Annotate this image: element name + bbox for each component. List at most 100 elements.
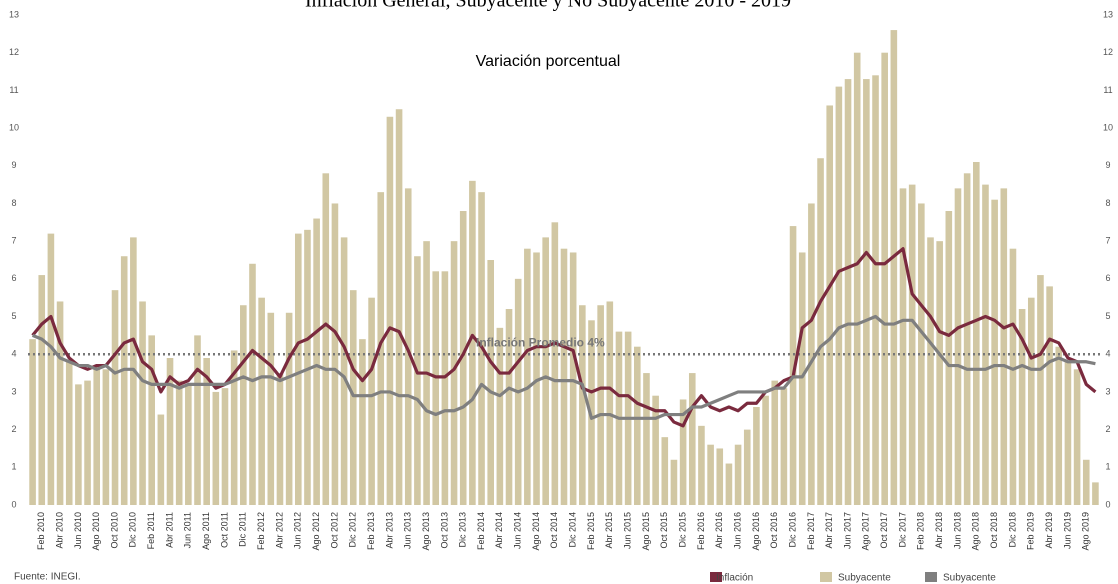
bar (1055, 346, 1063, 505)
bar (258, 297, 265, 505)
bar (725, 463, 733, 505)
x-tick-label: Feb 2016 (696, 512, 706, 550)
line (31, 314, 1096, 420)
y2-tick-label: 0 (1105, 499, 1110, 509)
x-tick-label: Feb 2014 (476, 512, 486, 550)
x-tick-label: Jun 2018 (952, 512, 962, 549)
bar (194, 335, 201, 505)
x-tick-label: Oct 2015 (659, 512, 669, 549)
bar (734, 444, 742, 505)
bar (918, 203, 925, 505)
bar (899, 188, 907, 505)
x-tick-label: Feb 2017 (806, 512, 816, 550)
bar (753, 407, 760, 505)
legend-label: Subyacente (838, 573, 891, 584)
bar (643, 373, 650, 505)
x-tick-label: Oct 2017 (879, 512, 889, 549)
bar (441, 271, 449, 505)
bar (670, 459, 678, 505)
x-tick-label: Jun 2019 (1062, 512, 1072, 549)
bar (524, 248, 531, 505)
legend-swatch (710, 572, 722, 582)
y-tick-label: 13 (9, 9, 19, 19)
bar (936, 241, 943, 505)
bar (890, 30, 898, 505)
bar (853, 52, 861, 505)
bar (826, 105, 834, 505)
x-tick-label: Ago 2018 (971, 512, 981, 551)
x-tick-label: Dic 2012 (348, 512, 358, 548)
x-tick-label: Ago 2015 (641, 512, 651, 551)
x-tick-label: Ago 2019 (1081, 512, 1091, 551)
bar (927, 237, 934, 505)
x-tick-label: Dic 2015 (677, 512, 687, 548)
bar (340, 237, 348, 505)
x-tick-label: Feb 2011 (146, 512, 156, 549)
x-tick-label: Oct 2018 (989, 512, 999, 549)
bar (743, 429, 751, 505)
y-tick-label: 4 (11, 349, 16, 359)
y2-tick-label: 1 (1105, 462, 1110, 472)
bar (798, 252, 806, 505)
bar (973, 162, 980, 505)
bar (863, 79, 870, 506)
bar (679, 399, 687, 505)
bar (963, 173, 971, 506)
x-tick-label: Ago 2016 (751, 512, 761, 551)
bar (881, 52, 888, 505)
x-tick-label: Feb 2018 (916, 512, 926, 550)
bar (835, 86, 843, 505)
y-tick-label: 6 (11, 273, 16, 283)
x-tick-label: Dic 2018 (1007, 512, 1017, 548)
y2-tick-label: 6 (1105, 273, 1110, 283)
bar (634, 346, 641, 505)
x-tick-label: Jun 2016 (732, 512, 742, 549)
bar (487, 260, 494, 505)
bar (276, 373, 284, 505)
bar (102, 369, 110, 505)
y2-tick-label: 8 (1105, 198, 1110, 208)
bar (469, 180, 476, 505)
bar (707, 444, 714, 505)
x-tick-label: Oct 2016 (769, 512, 779, 549)
bar (1046, 286, 1053, 505)
line (31, 247, 1097, 428)
bar (1037, 275, 1044, 505)
legend-swatch (820, 572, 832, 582)
bar (240, 305, 247, 505)
y-tick-label: 0 (11, 499, 16, 509)
x-tick-label: Jun 2012 (293, 512, 303, 549)
bar (56, 301, 64, 505)
bar (688, 373, 696, 505)
x-tick-label: Jun 2010 (73, 512, 83, 549)
bar (157, 414, 165, 505)
bar (771, 380, 779, 505)
bar (221, 388, 229, 505)
bar (285, 312, 293, 505)
y2-tick-label: 11 (1103, 85, 1112, 95)
reference-label: Inflación Promedio 4% (476, 335, 605, 349)
y2-tick-label: 7 (1105, 236, 1110, 246)
x-tick-label: Oct 2011 (219, 512, 229, 548)
y-tick-label: 2 (11, 424, 16, 434)
bar (65, 361, 73, 505)
bar (368, 297, 375, 505)
bar (349, 290, 357, 505)
bar (29, 339, 36, 505)
bar (47, 233, 55, 505)
bar (75, 384, 82, 505)
y-tick-label: 7 (11, 236, 16, 246)
bar (249, 263, 256, 505)
x-tick-label: Oct 2014 (549, 512, 559, 549)
y-tick-label: 11 (9, 85, 18, 95)
x-tick-label: Dic 2010 (128, 512, 138, 548)
bar (111, 290, 119, 505)
bar (304, 229, 311, 505)
bar (872, 75, 879, 506)
x-tick-label: Abr 2019 (1044, 512, 1054, 549)
y-tick-label: 3 (11, 386, 16, 396)
bar (808, 203, 815, 505)
y2-tick-label: 3 (1105, 386, 1110, 396)
bar (496, 327, 504, 505)
bar (386, 116, 394, 506)
